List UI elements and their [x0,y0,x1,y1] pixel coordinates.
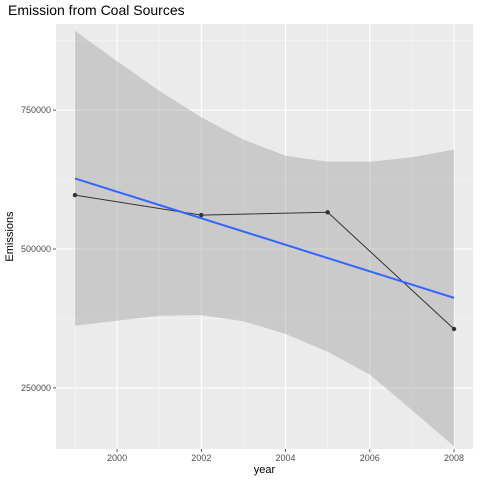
x-tick-label: 2002 [191,453,211,463]
trend-line [74,177,455,299]
data-point [325,210,330,215]
data-point [451,326,457,332]
grid-major [56,24,473,449]
x-tick-label: 2008 [444,453,464,463]
y-tick-label: 500000 [21,244,51,254]
data-point [199,212,204,218]
chart-title: Emission from Coal Sources [8,2,185,18]
series-line [74,194,455,330]
grid-minor [56,24,473,449]
y-axis-title: Emissions [4,211,16,262]
plot-panel [56,24,473,449]
x-tick-label: 2004 [276,453,296,463]
x-tick-label: 2000 [107,453,127,463]
x-tick-label: 2006 [360,453,380,463]
data-point [72,192,78,198]
series-emissions [72,192,457,332]
y-tick-label: 250000 [21,383,51,393]
x-axis-title: year [254,464,276,476]
axes: 2000 2002 2004 2006 2008 250000 500000 750000 [21,105,464,463]
y-tick-label: 750000 [21,105,51,115]
